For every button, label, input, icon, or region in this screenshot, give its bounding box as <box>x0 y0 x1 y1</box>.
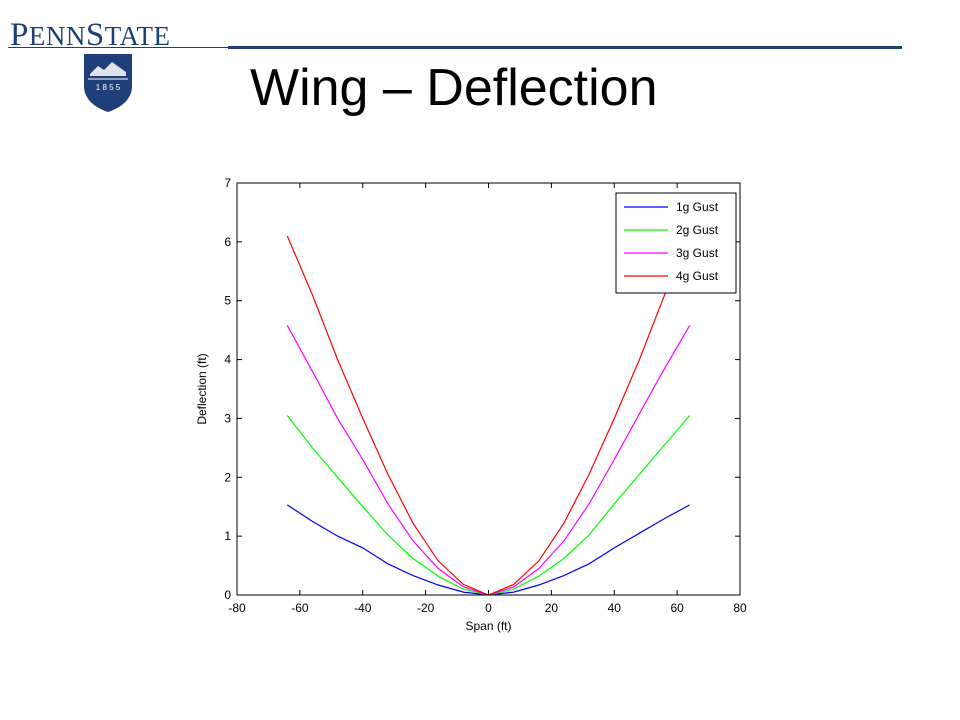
x-tick-label: -80 <box>228 601 246 615</box>
y-tick-label: 6 <box>224 235 231 249</box>
y-tick-label: 5 <box>224 294 231 308</box>
x-tick-label: -20 <box>417 601 435 615</box>
logo-rule <box>8 47 228 48</box>
y-tick-label: 1 <box>224 529 231 543</box>
y-tick-label: 0 <box>224 588 231 602</box>
pennstate-shield-icon: 1 8 5 5 <box>84 54 132 112</box>
series-line-3g-gust <box>286 325 691 596</box>
x-tick-label: 40 <box>608 601 622 615</box>
x-tick-label: 80 <box>733 601 747 615</box>
pennstate-wordmark: PENNSTATE <box>10 17 171 53</box>
legend-label: 1g Gust <box>676 200 719 214</box>
series-line-2g-gust <box>286 415 691 596</box>
x-tick-label: 20 <box>545 601 559 615</box>
legend-label: 3g Gust <box>676 246 719 260</box>
seal-year: 1 8 5 5 <box>96 83 121 92</box>
x-axis-label: Span (ft) <box>465 619 511 633</box>
x-tick-label: -40 <box>354 601 372 615</box>
legend-label: 4g Gust <box>676 269 719 283</box>
y-tick-label: 4 <box>224 353 231 367</box>
y-tick-label: 7 <box>224 176 231 190</box>
x-tick-label: 0 <box>485 601 492 615</box>
header-rule <box>228 46 902 49</box>
legend-label: 2g Gust <box>676 223 719 237</box>
legend: 1g Gust 2g Gust 3g Gust 4g Gust <box>615 192 737 294</box>
y-tick-label: 2 <box>224 470 231 484</box>
series-line-1g-gust <box>286 504 690 596</box>
ticks-layer: -80 -60 -40 -20 0 20 40 60 80 0 1 2 3 4 5 6 7 <box>224 176 747 615</box>
slide-title: Wing – Deflection <box>250 59 658 117</box>
y-axis-label: Deflection (ft) <box>195 353 209 424</box>
x-tick-label: -60 <box>291 601 309 615</box>
x-tick-label: 60 <box>670 601 684 615</box>
y-tick-label: 3 <box>224 411 231 425</box>
brand-header: PENNSTATE 1 8 5 5 Wing – Deflection <box>0 0 960 130</box>
